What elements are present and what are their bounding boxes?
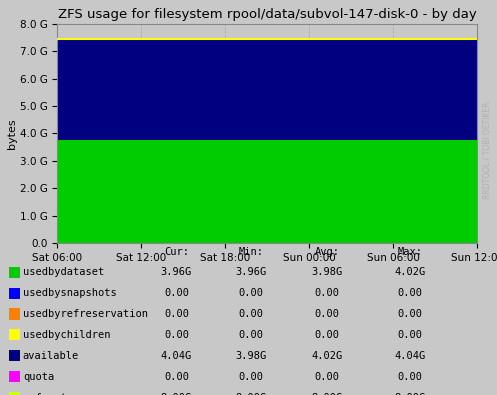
Text: RRDTOOL / TOBI OETIKER: RRDTOOL / TOBI OETIKER — [482, 102, 491, 199]
Text: usedbyrefreservation: usedbyrefreservation — [23, 309, 148, 319]
Text: usedbysnapshots: usedbysnapshots — [23, 288, 117, 298]
Text: 4.02G: 4.02G — [395, 267, 425, 277]
Text: 0.00: 0.00 — [164, 309, 189, 319]
Text: 3.98G: 3.98G — [236, 351, 266, 361]
Text: available: available — [23, 351, 79, 361]
Text: usedbydataset: usedbydataset — [23, 267, 104, 277]
Text: 0.00: 0.00 — [398, 309, 422, 319]
Text: 0.00: 0.00 — [315, 372, 339, 382]
Text: Cur:: Cur: — [164, 247, 189, 257]
Text: 3.96G: 3.96G — [236, 267, 266, 277]
Text: quota: quota — [23, 372, 54, 382]
Title: ZFS usage for filesystem rpool/data/subvol-147-disk-0 - by day: ZFS usage for filesystem rpool/data/subv… — [58, 8, 477, 21]
Text: 0.00: 0.00 — [239, 372, 263, 382]
Text: 0.00: 0.00 — [398, 330, 422, 340]
Text: 4.02G: 4.02G — [312, 351, 342, 361]
Text: 8.00G: 8.00G — [236, 393, 266, 395]
Text: 0.00: 0.00 — [164, 288, 189, 298]
Text: 0.00: 0.00 — [398, 288, 422, 298]
Text: Avg:: Avg: — [315, 247, 339, 257]
Text: 8.00G: 8.00G — [312, 393, 342, 395]
Text: Min:: Min: — [239, 247, 263, 257]
Text: 0.00: 0.00 — [315, 330, 339, 340]
Text: 0.00: 0.00 — [315, 288, 339, 298]
Text: Max:: Max: — [398, 247, 422, 257]
Text: 3.98G: 3.98G — [312, 267, 342, 277]
Text: 0.00: 0.00 — [315, 309, 339, 319]
Text: 0.00: 0.00 — [239, 330, 263, 340]
Text: 4.04G: 4.04G — [395, 351, 425, 361]
Text: 0.00: 0.00 — [239, 309, 263, 319]
Text: 4.04G: 4.04G — [161, 351, 192, 361]
Text: 0.00: 0.00 — [164, 372, 189, 382]
Text: 0.00: 0.00 — [164, 330, 189, 340]
Text: 0.00: 0.00 — [398, 372, 422, 382]
Text: 0.00: 0.00 — [239, 288, 263, 298]
Text: refquota: refquota — [23, 393, 73, 395]
Y-axis label: bytes: bytes — [7, 118, 17, 149]
Text: 8.00G: 8.00G — [161, 393, 192, 395]
Text: 8.00G: 8.00G — [395, 393, 425, 395]
Text: usedbychildren: usedbychildren — [23, 330, 110, 340]
Text: 3.96G: 3.96G — [161, 267, 192, 277]
